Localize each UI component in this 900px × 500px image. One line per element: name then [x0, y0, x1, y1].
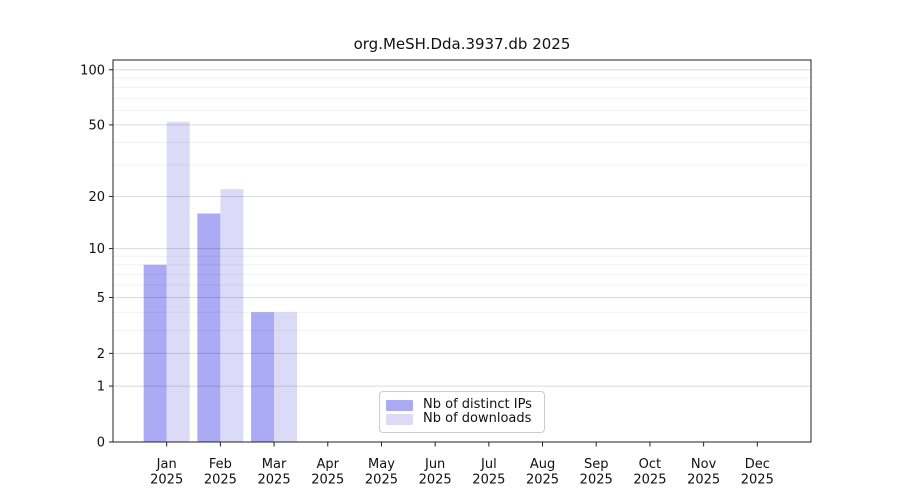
legend-label-downloads: Nb of downloads [423, 411, 532, 426]
y-tick-label: 0 [97, 436, 105, 451]
bar-downloads-feb [220, 189, 244, 442]
x-tick-label: Nov 2025 [687, 457, 720, 488]
bar-distinct-ips-jan [143, 264, 167, 442]
x-tick-label: Jan 2025 [150, 457, 183, 488]
legend-item-downloads: Nb of downloads [386, 412, 536, 426]
x-tick-label: May 2025 [365, 457, 398, 488]
y-tick-label: 2 [97, 347, 105, 362]
legend: Nb of distinct IPs Nb of downloads [379, 391, 545, 433]
legend-item-distinct-ips: Nb of distinct IPs [386, 398, 536, 412]
bar-distinct-ips-feb [197, 213, 221, 442]
legend-swatch-downloads [386, 413, 413, 425]
chart-title: org.MeSH.Dda.3937.db 2025 [353, 35, 571, 53]
x-tick-label: Aug 2025 [526, 457, 559, 488]
x-tick-label: Sep 2025 [580, 457, 613, 488]
x-tick-label: Feb 2025 [204, 457, 237, 488]
y-tick-label: 50 [88, 118, 105, 133]
y-tick-label: 100 [80, 63, 105, 78]
y-tick-label: 5 [97, 291, 105, 306]
legend-swatch-distinct-ips [386, 399, 413, 411]
x-tick-label: Apr 2025 [311, 457, 344, 488]
bar-downloads-jan [166, 121, 190, 442]
legend-label-distinct-ips: Nb of distinct IPs [423, 397, 532, 412]
x-tick-label: Jun 2025 [419, 457, 452, 488]
y-tick-label: 20 [88, 190, 105, 205]
x-tick-label: Jul 2025 [472, 457, 505, 488]
x-tick-label: Oct 2025 [633, 457, 666, 488]
axes-frame [112, 59, 812, 443]
bar-distinct-ips-mar [251, 312, 275, 442]
bar-downloads-mar [274, 312, 298, 442]
x-tick-label: Dec 2025 [741, 457, 774, 488]
x-tick-label: Mar 2025 [258, 457, 291, 488]
y-tick-label: 10 [88, 242, 105, 257]
y-tick-label: 1 [97, 380, 105, 395]
